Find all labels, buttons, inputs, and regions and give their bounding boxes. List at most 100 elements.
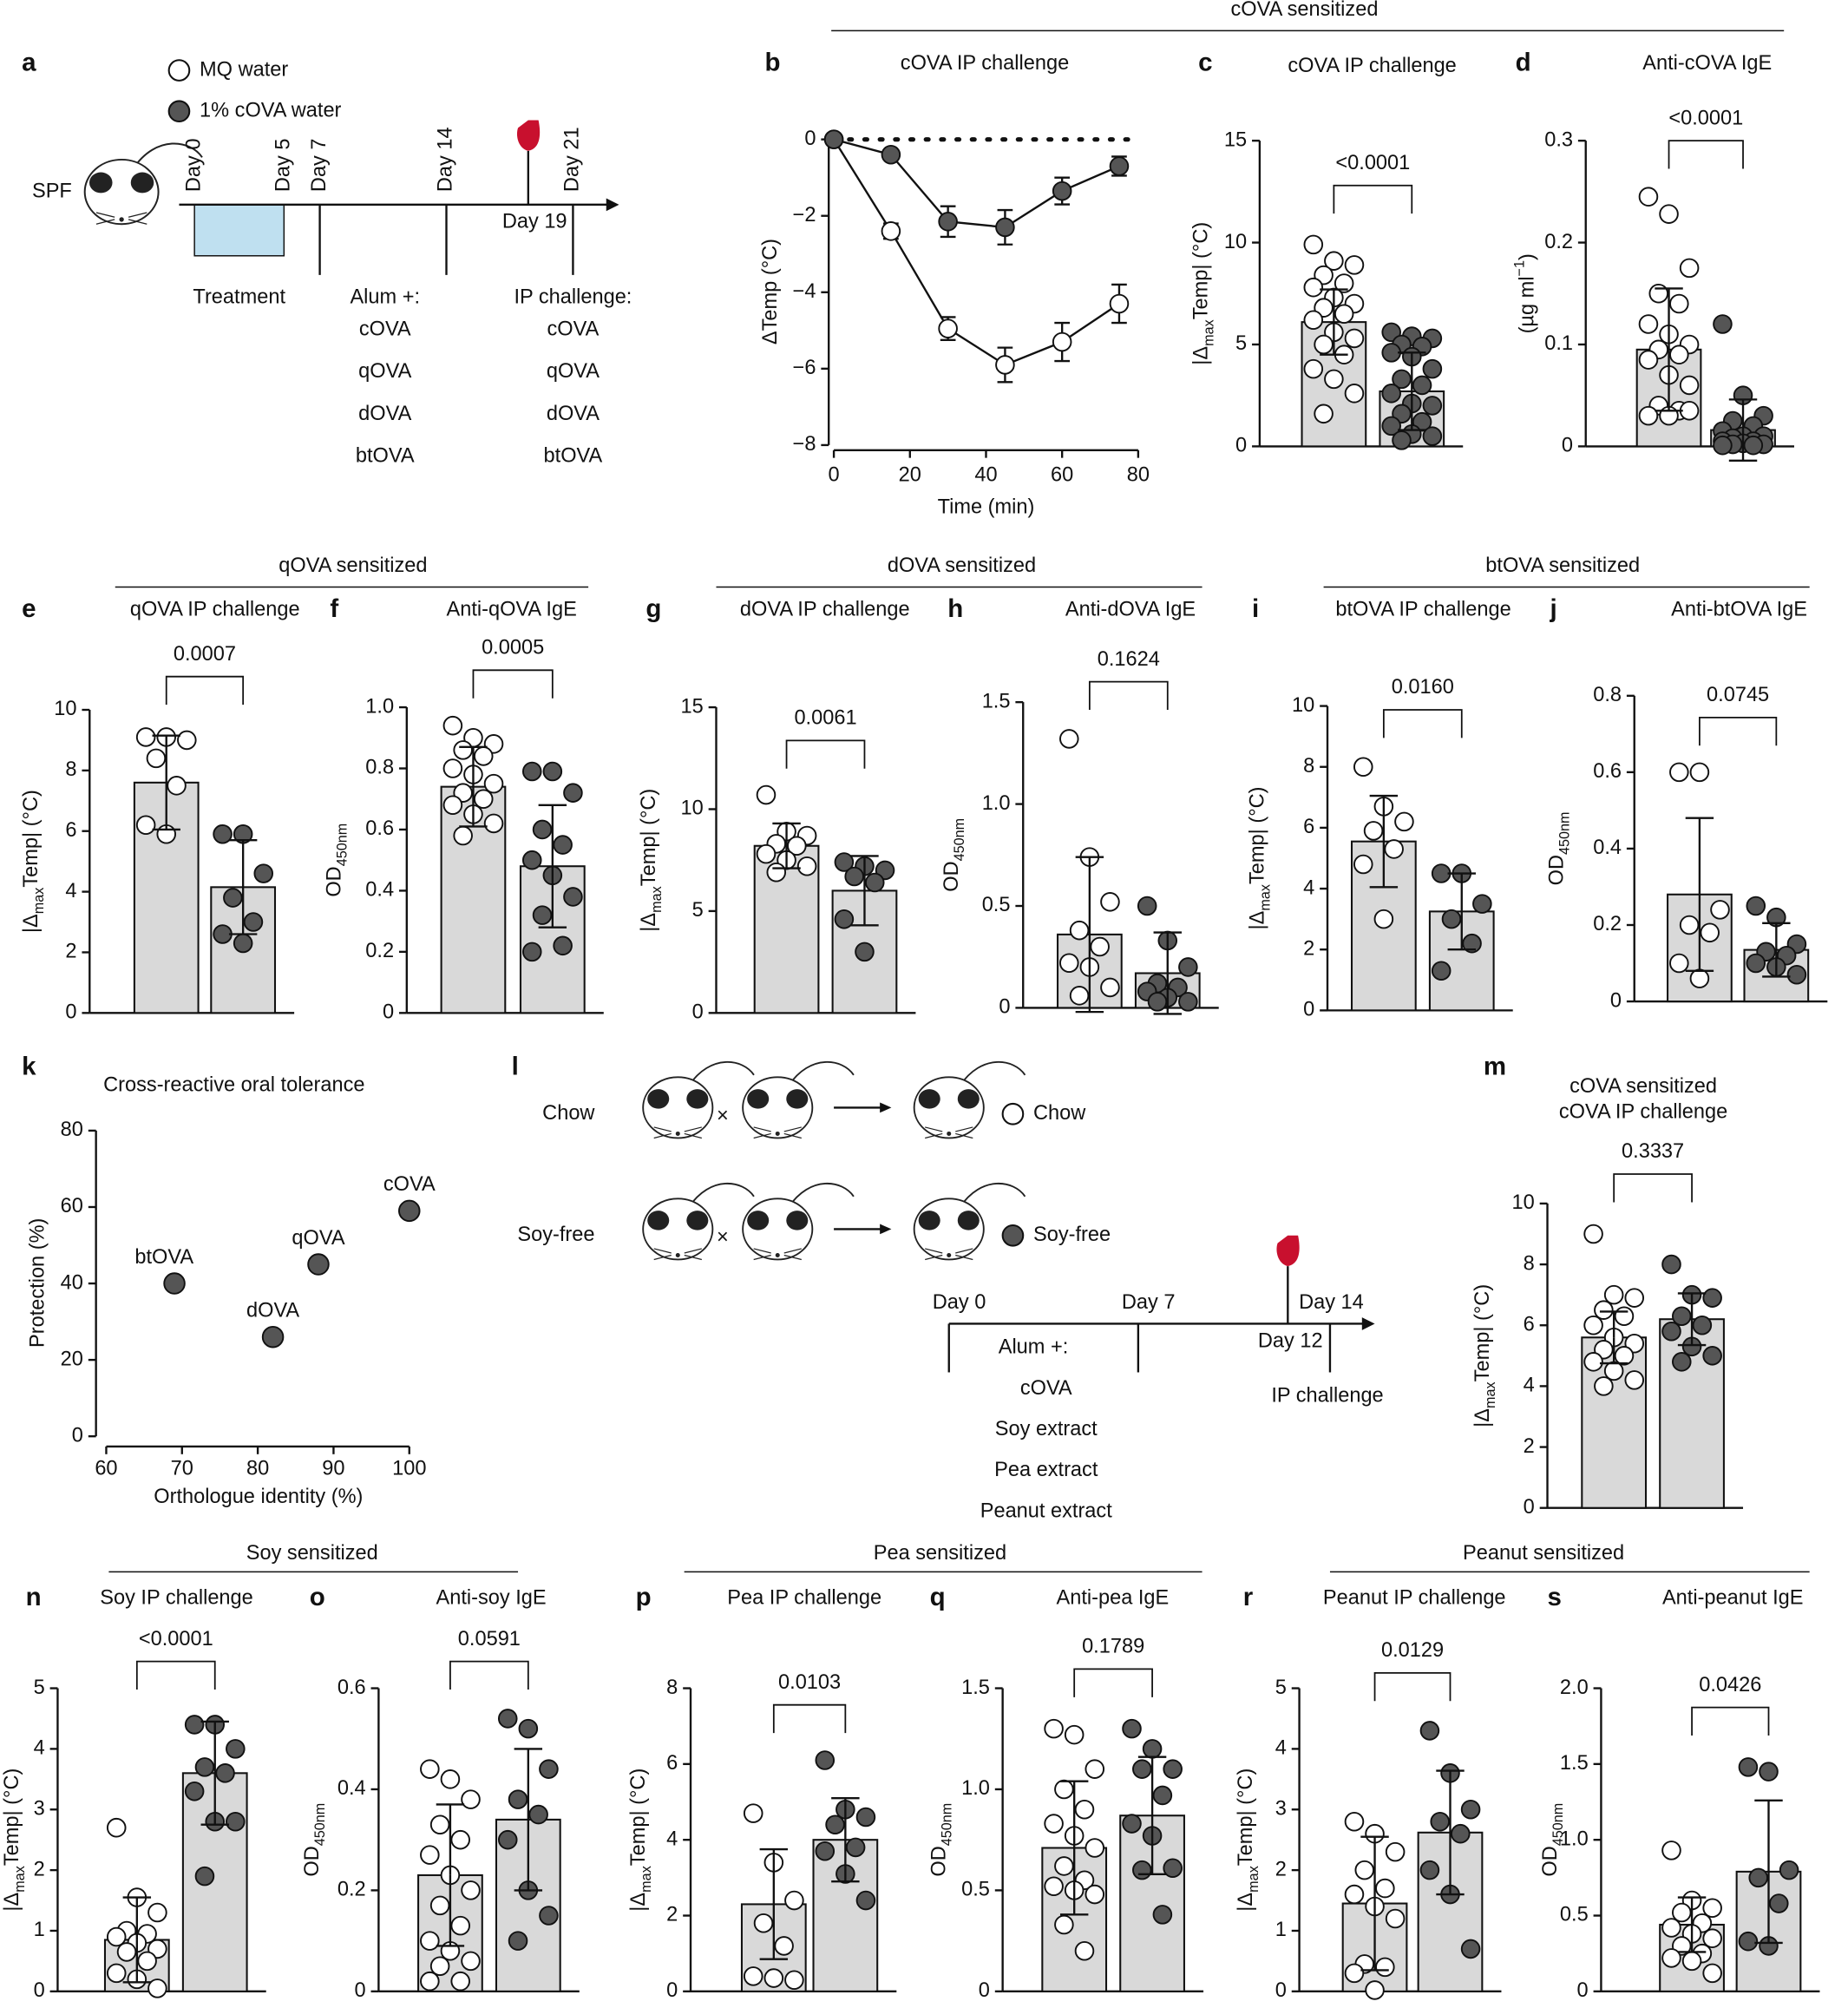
y-tick-label: 0 [804,127,816,149]
y-tick-label: 8 [1303,754,1314,777]
chart-title: Anti-btOVA IgE [1671,597,1807,620]
y-tick-label: 0 [383,1001,394,1023]
data-point [1710,900,1730,920]
panel-letter: d [1516,48,1531,76]
y-axis-label-part: max [1246,1866,1261,1893]
mouse-ear [686,1211,709,1230]
data-point [450,1971,470,1992]
y-axis-label: |ΔmaxTemp| (°C) [1471,1284,1498,1427]
y-tick-label: 2.0 [1560,1676,1589,1698]
y-axis-label-part: OD [940,861,962,891]
data-point [223,888,243,908]
data-point [147,1902,167,1923]
data-point [1100,977,1120,998]
y-axis-label: |ΔmaxTemp| (°C) [19,790,47,933]
data-point [756,784,777,805]
data-point [766,863,787,883]
diet-label: Soy-free [517,1223,594,1245]
data-point [784,1970,804,1991]
data-point [442,758,463,778]
data-point [542,761,563,782]
step-label: IP challenge [1271,1384,1383,1407]
series-line [833,138,1120,229]
panel-letter: g [645,594,661,623]
data-point [553,835,573,855]
day-label: Day 14 [434,127,456,192]
y-tick-label: 40 [61,1270,83,1293]
significance-bracket [135,1660,216,1690]
y-axis-label: OD450nm [323,824,351,897]
legend-label: Chow [1033,1101,1086,1124]
step-label: IP challenge: [514,285,632,308]
panel-letter: l [512,1052,519,1080]
data-point [1303,358,1324,379]
y-tick-label: 3 [34,1796,45,1819]
data-point [1451,1823,1471,1844]
step-label: Treatment [193,285,285,308]
data-point [508,1789,528,1809]
data-point [1702,1288,1722,1308]
data-point [1648,283,1669,304]
y-tick-label: 10 [681,797,704,819]
y-tick-label: 0 [1610,988,1622,1011]
section-header: dOVA sensitized [888,554,1036,576]
data-point [508,1931,528,1951]
p-value: 0.0745 [1707,683,1769,705]
y-tick-label: 0 [692,1001,704,1023]
antigen-label: cOVA [1020,1376,1072,1399]
y-tick-label: 4 [65,879,76,902]
bar [181,1772,248,1992]
mouse-whiskers [925,1248,973,1261]
data-point [1178,992,1198,1012]
data-point [420,1759,440,1779]
day-label: Day 5 [272,138,294,192]
data-point [1743,435,1764,456]
y-tick-label: −6 [793,356,816,378]
data-point [1163,1858,1183,1879]
significance-bracket [449,1660,529,1690]
data-point [1659,204,1679,224]
mouse-icon [742,1182,855,1261]
mouse-ear [957,1211,980,1230]
y-axis-label-part: OD [1538,1846,1561,1876]
blood-drop [516,120,541,151]
data-point [1375,1957,1395,1978]
y-tick-label: −8 [793,432,816,455]
data-point [1344,384,1365,404]
arrow-head [880,1102,892,1113]
data-point [1472,894,1492,914]
x-tick-label: 40 [974,463,997,486]
data-point [1381,343,1401,363]
data-point [528,1804,548,1825]
y-axis-label: |ΔmaxTemp| (°C) [1189,222,1217,365]
day-label: Day 21 [560,127,583,192]
antigen-label: cOVA [359,317,411,339]
data-point [1669,345,1689,364]
y-tick-label: 0 [999,995,1010,1018]
mouse-icon [913,1060,1026,1139]
y-axis-label-part: 450nm [1557,811,1573,855]
section-header: Pea sensitized [874,1541,1006,1564]
data-point [1385,1908,1406,1929]
antigen-label: btOVA [544,443,603,466]
mouse-ear [647,1089,670,1109]
p-value: <0.0001 [1668,106,1743,128]
y-tick-label: 2 [1303,936,1314,959]
significance-bracket [1333,184,1413,214]
data-point [213,824,233,844]
significance-bracket [772,1703,847,1734]
data-point [855,1807,876,1828]
timeline-arrow [1361,1317,1375,1330]
data-point [995,217,1015,238]
data-point [226,1739,246,1759]
data-point [497,1709,518,1729]
panel-letter: n [26,1583,42,1611]
p-value: 0.0160 [1392,675,1454,698]
data-point [532,819,553,840]
data-point [743,1966,763,1986]
y-tick-label: 0.4 [1593,836,1622,858]
data-point [834,852,855,872]
data-point [215,1763,235,1783]
y-axis-label-part: OD [927,1846,950,1876]
y-axis-label: |ΔmaxTemp| (°C) [1234,1768,1261,1912]
